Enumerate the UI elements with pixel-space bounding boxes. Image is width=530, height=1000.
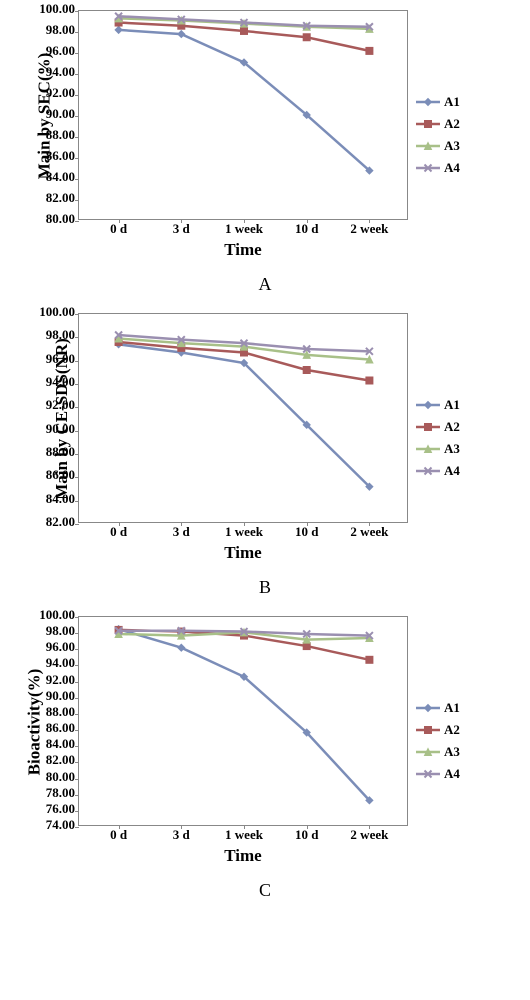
ytick-label: 84.00 xyxy=(46,736,79,752)
legend-label: A2 xyxy=(444,116,460,132)
ytick-label: 88.00 xyxy=(46,704,79,720)
legend-label: A3 xyxy=(444,744,460,760)
y-axis-label: Main by SEC(%) xyxy=(34,53,54,180)
ytick-label: 80.00 xyxy=(46,769,79,785)
legend-item-A3: A3 xyxy=(416,138,460,154)
xtick-label: 1 week xyxy=(225,219,263,237)
xtick-label: 10 d xyxy=(295,219,318,237)
plot-area: 80.0082.0084.0086.0088.0090.0092.0094.00… xyxy=(78,10,408,220)
legend-item-A1: A1 xyxy=(416,94,460,110)
legend-label: A4 xyxy=(444,766,460,782)
legend-label: A1 xyxy=(444,94,460,110)
xtick-label: 10 d xyxy=(295,825,318,843)
ytick-label: 82.00 xyxy=(46,752,79,768)
x-axis-label: Time xyxy=(78,240,408,260)
xtick-label: 3 d xyxy=(173,219,190,237)
ytick-label: 86.00 xyxy=(46,720,79,736)
xtick-label: 3 d xyxy=(173,522,190,540)
legend-item-A1: A1 xyxy=(416,397,460,413)
chart-panel-B: 82.0084.0086.0088.0090.0092.0094.0096.00… xyxy=(8,313,522,563)
xtick-label: 0 d xyxy=(110,219,127,237)
ytick-label: 92.00 xyxy=(46,672,79,688)
legend: A1 A2 xyxy=(416,694,460,788)
xtick-label: 2 week xyxy=(350,825,388,843)
xtick-label: 2 week xyxy=(350,522,388,540)
xtick-label: 10 d xyxy=(295,522,318,540)
ytick-label: 100.00 xyxy=(39,1,79,17)
legend-label: A4 xyxy=(444,160,460,176)
legend-label: A2 xyxy=(444,722,460,738)
legend-label: A1 xyxy=(444,397,460,413)
legend-label: A2 xyxy=(444,419,460,435)
ytick-label: 98.00 xyxy=(46,623,79,639)
x-axis-label: Time xyxy=(78,543,408,563)
ytick-label: 82.00 xyxy=(46,190,79,206)
y-axis-label: Bioactivity(%) xyxy=(24,669,44,776)
xtick-label: 3 d xyxy=(173,825,190,843)
legend-label: A4 xyxy=(444,463,460,479)
panel-label-C: C xyxy=(8,880,522,901)
legend-item-A2: A2 xyxy=(416,722,460,738)
x-axis-label: Time xyxy=(78,846,408,866)
ytick-label: 80.00 xyxy=(46,211,79,227)
legend-item-A4: A4 xyxy=(416,160,460,176)
legend-item-A1: A1 xyxy=(416,700,460,716)
legend-item-A3: A3 xyxy=(416,441,460,457)
ytick-label: 76.00 xyxy=(46,801,79,817)
ytick-label: 94.00 xyxy=(46,655,79,671)
y-axis-label: Main by CE-SDS(NR) xyxy=(52,338,72,500)
chart-panel-A: 80.0082.0084.0086.0088.0090.0092.0094.00… xyxy=(8,10,522,260)
xtick-label: 1 week xyxy=(225,825,263,843)
ytick-label: 90.00 xyxy=(46,688,79,704)
ytick-label: 100.00 xyxy=(39,607,79,623)
legend-item-A4: A4 xyxy=(416,766,460,782)
legend-item-A2: A2 xyxy=(416,419,460,435)
xtick-label: 2 week xyxy=(350,219,388,237)
chart-panel-C: 74.0076.0078.0080.0082.0084.0086.0088.00… xyxy=(8,616,522,866)
plot-area: 74.0076.0078.0080.0082.0084.0086.0088.00… xyxy=(78,616,408,826)
legend-item-A4: A4 xyxy=(416,463,460,479)
ytick-label: 78.00 xyxy=(46,785,79,801)
panel-label-B: B xyxy=(8,577,522,598)
ytick-label: 74.00 xyxy=(46,817,79,833)
xtick-label: 1 week xyxy=(225,522,263,540)
legend: A1 A2 xyxy=(416,88,460,182)
xtick-label: 0 d xyxy=(110,522,127,540)
legend-label: A1 xyxy=(444,700,460,716)
legend-label: A3 xyxy=(444,138,460,154)
ytick-label: 96.00 xyxy=(46,639,79,655)
legend-label: A3 xyxy=(444,441,460,457)
xtick-label: 0 d xyxy=(110,825,127,843)
ytick-label: 98.00 xyxy=(46,22,79,38)
legend: A1 A2 xyxy=(416,391,460,485)
plot-area: 82.0084.0086.0088.0090.0092.0094.0096.00… xyxy=(78,313,408,523)
legend-item-A2: A2 xyxy=(416,116,460,132)
ytick-label: 82.00 xyxy=(46,514,79,530)
ytick-label: 100.00 xyxy=(39,304,79,320)
legend-item-A3: A3 xyxy=(416,744,460,760)
panel-label-A: A xyxy=(8,274,522,295)
